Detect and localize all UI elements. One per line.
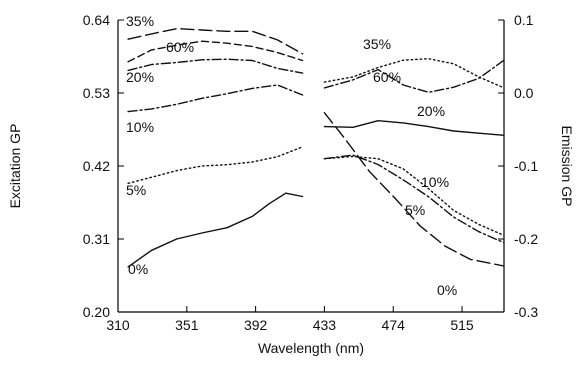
x-axis-title: Wavelength (nm) xyxy=(258,340,364,356)
excitation-label-0pct: 0% xyxy=(128,261,148,277)
emission-line-5pct xyxy=(323,154,505,244)
y-right-tick-label: 0.1 xyxy=(514,12,534,28)
y-axis-right-title: Emission GP xyxy=(559,126,575,207)
emission-label-35pct: 35% xyxy=(363,36,391,52)
excitation-line-60pct xyxy=(127,40,304,63)
excitation-line-20pct xyxy=(127,58,304,74)
emission-line-0pct xyxy=(323,112,505,267)
excitation-label-35pct: 35% xyxy=(126,13,154,29)
emission-label-5pct: 5% xyxy=(405,202,425,218)
x-tick-label: 310 xyxy=(106,317,130,333)
y-left-tick-label: 0.53 xyxy=(83,85,110,101)
excitation-label-5pct: 5% xyxy=(126,182,146,198)
emission-line-35pct xyxy=(323,58,505,89)
x-tick-label: 433 xyxy=(313,317,337,333)
y-left-tick-label: 0.64 xyxy=(83,12,110,28)
y-right-tick-label: -0.2 xyxy=(514,231,538,247)
series-layer xyxy=(127,27,505,268)
excitation-label-60pct: 60% xyxy=(166,39,194,55)
emission-line-10pct xyxy=(323,155,505,237)
y-right-tick-label: -0.1 xyxy=(514,158,538,174)
label-layer: 35% 60% 20% 10% 5% 0% 35% 60% 20% 10% 5% 0% xyxy=(126,13,457,298)
x-tick-label: 474 xyxy=(382,317,406,333)
excitation-line-0pct xyxy=(127,192,304,268)
excitation-label-10pct: 10% xyxy=(126,119,154,135)
emission-label-0pct: 0% xyxy=(437,282,457,298)
x-tick-label: 392 xyxy=(244,317,268,333)
emission-label-20pct: 20% xyxy=(417,103,445,119)
y-axis-left-title: Excitation GP xyxy=(7,124,23,209)
y-left-tick-label: 0.31 xyxy=(83,231,110,247)
emission-line-60pct xyxy=(323,59,505,93)
emission-label-10pct: 10% xyxy=(421,174,449,190)
emission-line-20pct xyxy=(323,120,505,136)
y-left-tick-label: 0.20 xyxy=(83,304,110,320)
excitation-line-35pct xyxy=(127,27,304,55)
axes: 310 351 392 433 474 515 0.20 0.31 0.42 0.53 0.64 0.… xyxy=(83,12,539,333)
x-tick-label: 515 xyxy=(450,317,474,333)
x-tick-label: 351 xyxy=(175,317,199,333)
excitation-line-5pct xyxy=(127,146,304,184)
y-left-tick-label: 0.42 xyxy=(83,158,110,174)
emission-label-60pct: 60% xyxy=(373,69,401,85)
excitation-label-20pct: 20% xyxy=(126,69,154,85)
y-right-tick-label: -0.3 xyxy=(514,304,538,320)
y-right-tick-label: 0.0 xyxy=(514,85,534,101)
excitation-line-10pct xyxy=(127,84,304,113)
